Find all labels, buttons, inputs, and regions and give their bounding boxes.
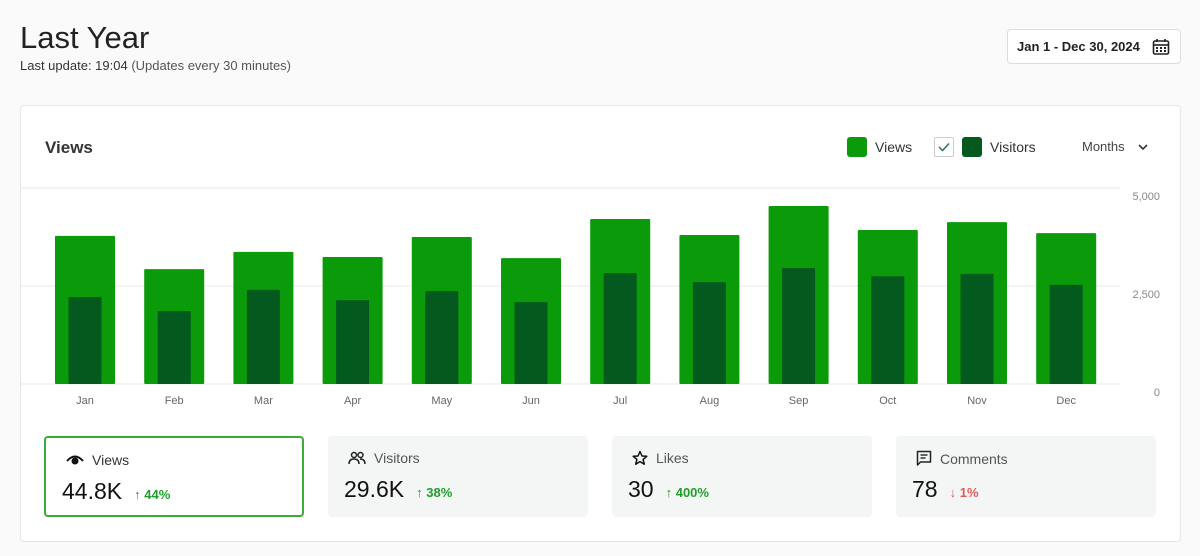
stat-card-comments[interactable]: Comments 78 ↓ 1% [896,436,1156,517]
x-tick-label: May [431,395,452,407]
visitors-bar [871,276,905,384]
last-update: Last update: 19:04 (Updates every 30 min… [20,58,291,73]
legend-views[interactable]: Views [847,137,912,157]
stat-card-likes[interactable]: Likes 30 ↑ 400% [612,436,872,517]
stat-value: 29.6K [344,476,405,502]
arrow-up-icon: ↑ [416,485,423,500]
visitors-bar [336,300,370,384]
stat-change-value: 400% [675,485,709,500]
stat-change: ↑ 400% [666,485,709,500]
update-note: (Updates every 30 minutes) [131,58,292,73]
last-update-time: Last update: 19:04 [20,58,128,73]
stat-value: 44.8K [62,478,123,504]
y-tick-label: 0 [1154,387,1160,399]
visitors-swatch [962,137,982,157]
stat-label: Visitors [374,450,420,466]
users-icon [348,451,366,465]
check-icon [938,142,950,152]
stat-value: 30 [628,476,654,502]
visitors-bar [960,273,994,384]
y-tick-label: 2,500 [1132,289,1160,301]
x-tick-label: Jul [613,395,627,407]
stat-change: ↓ 1% [950,485,979,500]
eye-icon [66,455,84,465]
visitors-bar [68,296,102,384]
period-select-value: Months [1082,139,1125,154]
views-swatch [847,137,867,157]
bar-chart: 0 2,500 5,000 Jan Feb Mar Apr May Jun Jul Aug Sep Oc… [20,187,1160,407]
x-tick-label: Feb [165,395,184,407]
stat-value: 78 [912,476,938,502]
x-tick-label: Dec [1056,395,1076,407]
arrow-up-icon: ↑ [665,485,673,500]
y-tick-label: 5,000 [1132,191,1160,203]
stat-change: ↑ 38% [416,485,452,500]
period-select[interactable]: Months [1082,139,1149,154]
date-range-button[interactable]: Jan 1 - Dec 30, 2024 [1007,29,1181,64]
visitors-checkbox[interactable] [934,137,954,157]
stat-change: ↑ 44% [134,487,170,502]
card-title: Views [45,138,93,157]
stat-change-value: 44% [144,487,171,502]
legend-views-label: Views [875,139,913,155]
visitors-bar [157,311,191,384]
visitors-bar [514,302,548,384]
visitors-bar [425,291,459,384]
page-title: Last Year [20,20,150,55]
stat-card-views[interactable]: Views 44.8K ↑ 44% [44,436,304,517]
arrow-up-icon: ↑ [134,487,141,502]
calendar-icon [1152,39,1170,55]
x-tick-label: Mar [254,395,273,407]
chevron-down-icon [1138,143,1148,150]
x-tick-label: Jun [522,395,540,407]
date-range-label: Jan 1 - Dec 30, 2024 [1017,39,1140,54]
x-tick-label: Nov [967,395,987,407]
visitors-bar [1049,284,1083,384]
x-tick-label: Oct [879,395,896,407]
stat-card-visitors[interactable]: Visitors 29.6K ↑ 38% [328,436,588,517]
stat-label: Likes [656,450,689,466]
arrow-down-icon: ↓ [949,485,957,500]
x-tick-label: Apr [344,395,361,407]
x-tick-label: Sep [789,395,809,407]
star-icon [632,450,648,465]
stat-change-value: 1% [959,485,979,500]
stat-change-value: 38% [426,485,453,500]
visitors-bar [782,267,816,384]
visitors-bar [603,273,637,384]
stat-label: Comments [940,450,1008,467]
visitors-bar [692,282,726,384]
visitors-bar [246,289,280,384]
stat-label: Views [92,452,130,468]
x-tick-label: Aug [700,395,720,407]
legend-visitors[interactable]: Visitors [934,137,1036,157]
legend-visitors-label: Visitors [990,139,1036,155]
comment-icon [916,450,932,466]
x-tick-label: Jan [76,395,94,407]
